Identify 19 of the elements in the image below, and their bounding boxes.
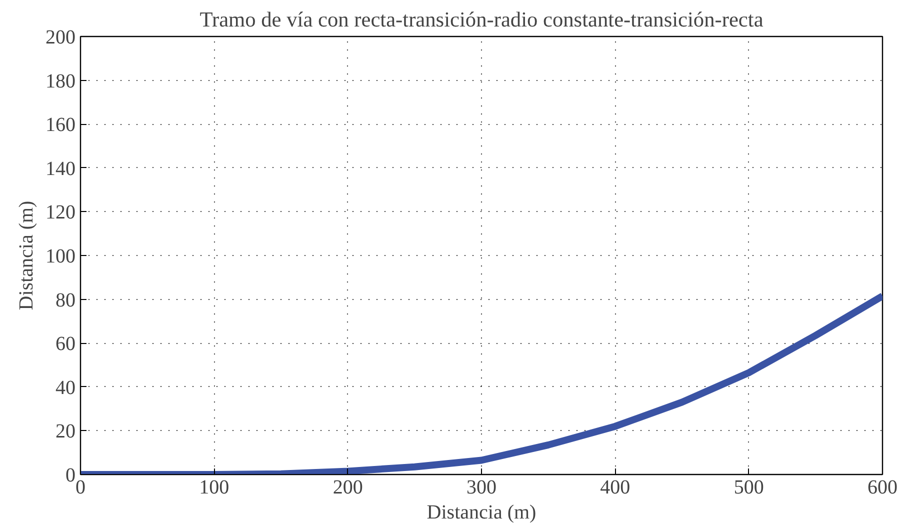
- y-tick-label: 180: [46, 70, 76, 92]
- y-tick-label: 160: [46, 114, 76, 136]
- y-tick-label: 100: [46, 246, 76, 268]
- x-tick-label: 100: [199, 476, 230, 498]
- y-tick-label: 60: [56, 333, 76, 356]
- y-axis-title: Distancia (m): [16, 200, 38, 310]
- x-tick-label: 500: [734, 476, 764, 498]
- x-axis-title: Distancia (m): [426, 502, 536, 524]
- y-tick-label: 200: [46, 26, 76, 48]
- y-tick-label: 140: [46, 158, 76, 180]
- x-tick-label: 400: [600, 476, 630, 498]
- x-tick-label: 200: [332, 476, 363, 498]
- y-tick-label: 120: [46, 202, 76, 224]
- x-tick-label: 600: [868, 476, 898, 498]
- y-tick-label: 20: [56, 420, 76, 443]
- y-tick-label: 40: [56, 376, 76, 399]
- x-tick-label: 300: [466, 476, 496, 498]
- chart-title: Tramo de vía con recta-transición-radio constante-transición-recta: [200, 8, 764, 32]
- y-tick-label: 80: [56, 289, 76, 312]
